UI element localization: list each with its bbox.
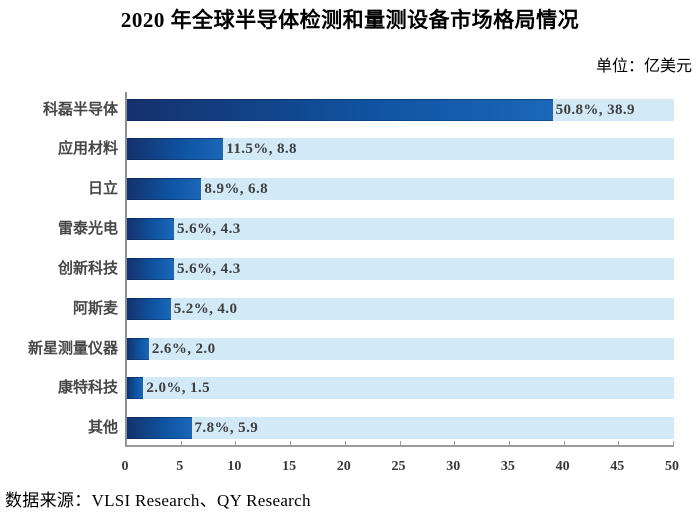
bar-value-label: 8.9%, 6.8	[204, 181, 268, 198]
category-labels: 科磊半导体应用材料日立雷泰光电创新科技阿斯麦新星测量仪器康特科技其他	[0, 92, 118, 445]
x-axis-tick	[508, 441, 510, 445]
x-axis-tick-label: 15	[282, 459, 297, 474]
category-label: 其他	[87, 419, 118, 437]
bar-track: 7.8%, 5.9	[127, 417, 674, 440]
x-axis-tick-label: 10	[227, 459, 242, 474]
x-axis-tick	[673, 441, 674, 445]
plot-area: 50.8%, 38.9 11.5%, 8.8 8.9%, 6.8 5.6%, 4.3 5…	[125, 92, 674, 447]
bar-value-label: 2.0%, 1.5	[146, 380, 211, 397]
bar-track: 50.8%, 38.9	[127, 98, 674, 121]
x-axis-tick-label: 20	[336, 459, 351, 474]
bar-track: 2.0%, 1.5	[127, 377, 674, 400]
x-axis-tick	[235, 441, 237, 445]
x-axis-tick	[563, 441, 565, 445]
bar-track: 2.6%, 2.0	[127, 337, 674, 360]
bar-track: 5.2%, 4.0	[127, 297, 674, 320]
x-axis-tick	[290, 441, 292, 445]
bar	[127, 257, 175, 280]
category-label: 新星测量仪器	[27, 339, 118, 357]
category-label: 雷泰光电	[57, 220, 118, 238]
category-label: 康特科技	[57, 379, 118, 397]
bar-value-label: 5.6%, 4.3	[177, 221, 241, 238]
x-axis-tick-label: 35	[500, 459, 515, 474]
bar-value-label: 7.8%, 5.9	[194, 420, 259, 437]
bar-track: 8.9%, 6.8	[127, 178, 674, 201]
category-label: 应用材料	[57, 140, 118, 158]
bar-track: 5.6%, 4.3	[127, 257, 674, 280]
category-label: 创新科技	[57, 259, 118, 277]
bar-track: 5.6%, 4.3	[127, 218, 674, 241]
bar-value-label: 50.8%, 38.9	[555, 101, 635, 118]
x-axis-tick	[618, 441, 620, 445]
x-axis-tick-label: 40	[555, 459, 570, 474]
bar-value-label: 11.5%, 8.8	[226, 141, 297, 158]
unit-label: 单位：亿美元	[595, 58, 692, 75]
bar	[127, 377, 144, 400]
x-axis-tick-label: 30	[446, 459, 461, 474]
bar-value-label: 5.6%, 4.3	[177, 260, 241, 277]
x-axis-tick	[344, 441, 346, 445]
bar	[127, 297, 171, 320]
bar-value-label: 2.6%, 2.0	[151, 340, 216, 357]
chart-title: 2020 年全球半导体检测和量测设备市场格局情况	[120, 8, 580, 32]
x-axis-tick-label: 45	[610, 459, 625, 474]
x-axis-labels: 0 5 10 15 20 25 30 35 40 45 50	[121, 459, 680, 477]
bar	[127, 138, 224, 161]
x-axis-tick	[454, 441, 456, 445]
x-axis-tick	[399, 441, 401, 445]
bar	[127, 218, 175, 241]
x-axis-tick-label: 50	[665, 459, 679, 474]
bar	[127, 337, 149, 360]
x-axis-tick-label: 0	[121, 459, 129, 474]
bar	[127, 178, 202, 201]
data-source: 数据来源：VLSI Research、QY Research	[5, 491, 311, 510]
bar-value-label: 5.2%, 4.0	[173, 300, 238, 317]
bar	[127, 417, 192, 440]
x-axis-tick	[180, 441, 182, 445]
bar-track: 11.5%, 8.8	[127, 138, 674, 161]
category-label: 阿斯麦	[72, 299, 118, 317]
bar	[127, 98, 553, 121]
x-axis-tick-label: 25	[391, 459, 406, 474]
x-axis-tick-label: 5	[176, 459, 184, 474]
x-axis-tick	[126, 441, 127, 445]
category-label: 日立	[87, 180, 118, 198]
category-label: 科磊半导体	[42, 100, 118, 118]
